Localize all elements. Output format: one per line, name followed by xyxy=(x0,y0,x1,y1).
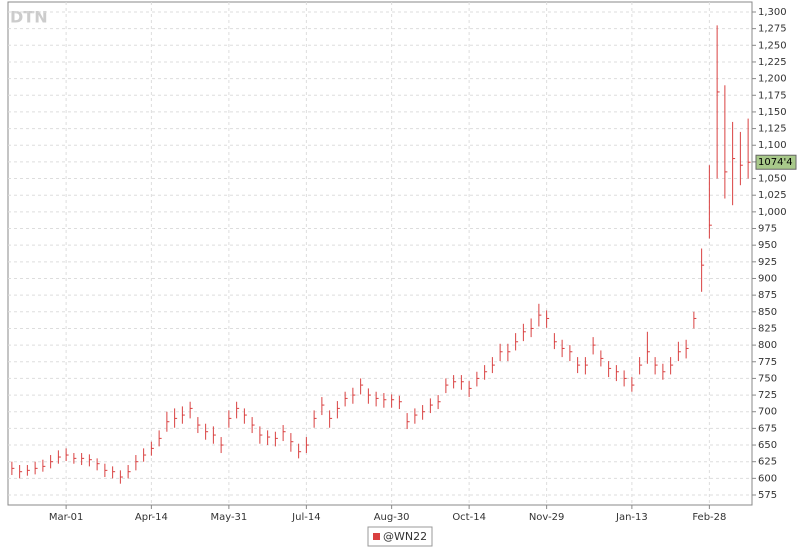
legend-swatch xyxy=(373,533,380,540)
x-tick-label: Nov-29 xyxy=(529,512,565,523)
y-tick-label: 725 xyxy=(758,390,777,401)
x-tick-label: Jan-13 xyxy=(615,512,648,523)
x-tick-label: Apr-14 xyxy=(135,512,168,523)
y-tick-label: 850 xyxy=(758,307,777,318)
y-tick-label: 975 xyxy=(758,224,777,235)
x-tick-label: Feb-28 xyxy=(692,512,726,523)
y-tick-label: 925 xyxy=(758,257,777,268)
x-tick-label: Mar-01 xyxy=(49,512,84,523)
y-tick-label: 1,000 xyxy=(758,207,787,218)
legend-label: @WN22 xyxy=(383,530,427,543)
y-tick-label: 700 xyxy=(758,407,777,418)
y-tick-label: 1,200 xyxy=(758,74,787,85)
y-tick-label: 1,175 xyxy=(758,90,787,101)
y-tick-label: 1,300 xyxy=(758,7,787,18)
x-tick-label: Oct-14 xyxy=(452,512,486,523)
legend-box xyxy=(367,526,433,547)
y-tick-label: 800 xyxy=(758,340,777,351)
x-tick-label: Jul-14 xyxy=(291,512,320,523)
y-tick-label: 1,250 xyxy=(758,40,787,51)
y-tick-label: 650 xyxy=(758,440,777,451)
y-tick-label: 675 xyxy=(758,423,777,434)
y-tick-label: 1,125 xyxy=(758,124,787,135)
plot-frame xyxy=(7,1,753,506)
y-tick-label: 875 xyxy=(758,290,777,301)
last-price-box xyxy=(755,154,797,170)
y-tick-label: 575 xyxy=(758,490,777,501)
y-tick-label: 775 xyxy=(758,357,777,368)
y-tick-label: 625 xyxy=(758,457,777,468)
y-tick-label: 1,100 xyxy=(758,140,787,151)
y-tick-label: 600 xyxy=(758,473,777,484)
x-tick-label: May-31 xyxy=(210,512,247,523)
y-tick-label: 1,225 xyxy=(758,57,787,68)
x-tick-label: Aug-30 xyxy=(374,512,410,523)
y-tick-label: 1,150 xyxy=(758,107,787,118)
last-price-label: 1074'4 xyxy=(758,157,793,168)
y-tick-label: 750 xyxy=(758,373,777,384)
y-tick-label: 1,275 xyxy=(758,24,787,35)
y-tick-label: 900 xyxy=(758,273,777,284)
watermark: DTN xyxy=(10,8,48,27)
y-tick-label: 950 xyxy=(758,240,777,251)
y-tick-label: 1,050 xyxy=(758,174,787,185)
y-tick-label: 825 xyxy=(758,323,777,334)
y-tick-label: 1,025 xyxy=(758,190,787,201)
